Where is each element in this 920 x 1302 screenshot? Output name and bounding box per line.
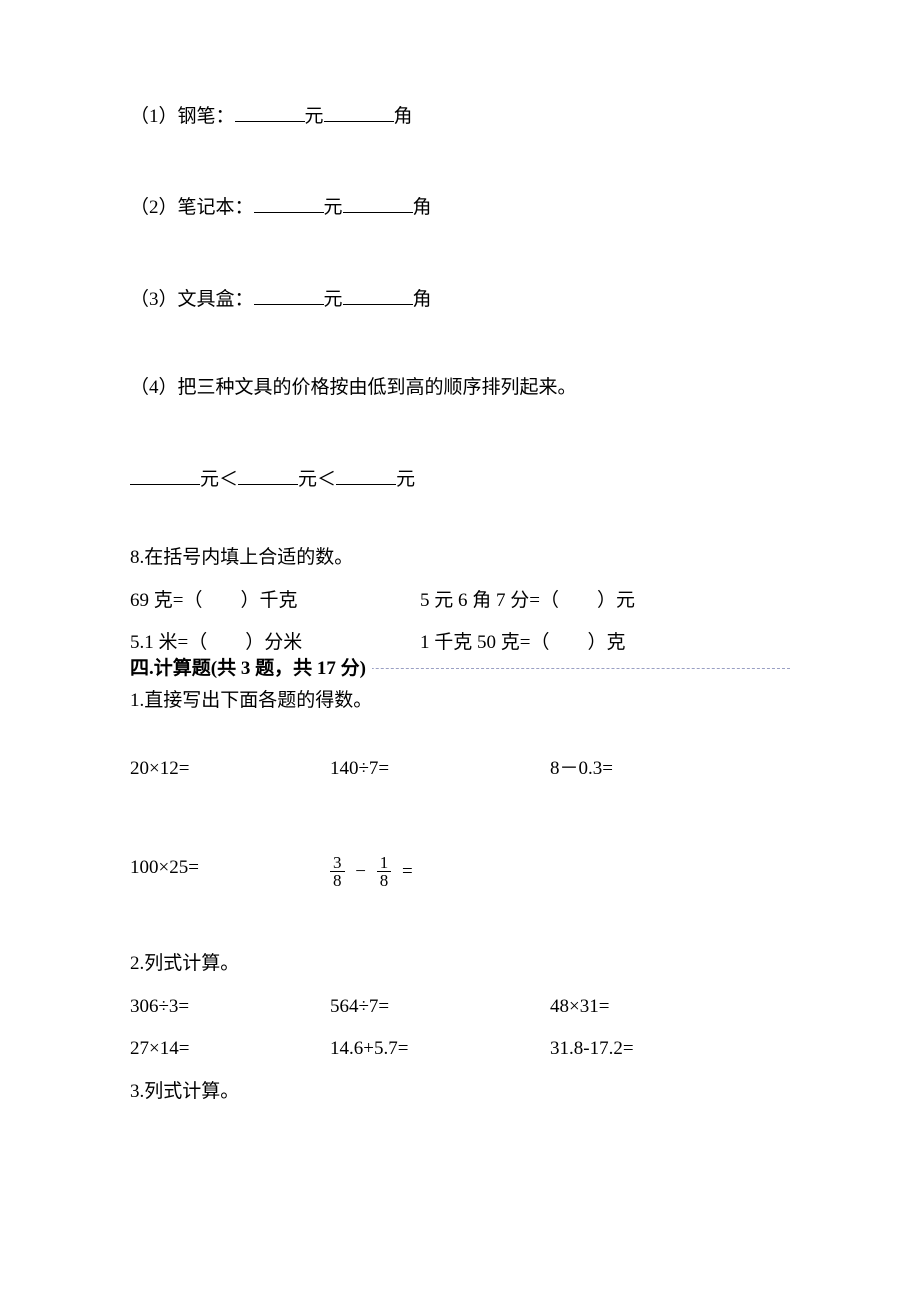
calc2-row1: 306÷3= 564÷7= 48×31= (130, 993, 790, 1022)
unit-yuan: 元 (298, 469, 317, 490)
fraction-2: 1 8 (377, 854, 392, 891)
page: （1）钢笔：元角 （2）笔记本：元角 （3）文具盒：元角 （4）把三种文具的价格… (0, 0, 920, 1220)
calc2-r2c2: 14.6+5.7= (330, 1035, 550, 1064)
eq-op: = (396, 858, 419, 887)
blank[interactable] (343, 283, 413, 305)
section-divider: 四.计算题(共 3 题，共 17 分) (130, 668, 790, 669)
calc2-row2: 27×14= 14.6+5.7= 31.8-17.2= (130, 1035, 790, 1064)
calc2-r1c1: 306÷3= (130, 993, 330, 1022)
unit-yuan: 元 (324, 289, 343, 310)
q8-a1: 69 克=（ ）千克 (130, 587, 420, 616)
blank[interactable] (343, 191, 413, 213)
q7-item3-label: （3）文具盒： (130, 289, 254, 310)
frac2-den: 8 (377, 872, 392, 890)
calc2-r1c3: 48×31= (550, 993, 750, 1022)
calc1-r1c3: 8－0.3= (550, 755, 750, 784)
q8-b2: 1 千克 50 克=（ ）克 (420, 629, 720, 658)
q7-item1-label: （1）钢笔： (130, 106, 235, 127)
calc2-r2c1: 27×14= (130, 1035, 330, 1064)
blank[interactable] (254, 191, 324, 213)
lt: ＜ (219, 469, 238, 490)
unit-yuan: 元 (305, 106, 324, 127)
frac1-den: 8 (330, 872, 345, 890)
unit-yuan: 元 (324, 197, 343, 218)
q8-title: 8.在括号内填上合适的数。 (130, 544, 790, 573)
unit-jiao: 角 (394, 106, 413, 127)
lt: ＜ (317, 469, 336, 490)
unit-yuan: 元 (396, 469, 415, 490)
frac1-num: 3 (330, 854, 345, 873)
section4-title: 四.计算题(共 3 题，共 17 分) (130, 655, 372, 684)
frac2-num: 1 (377, 854, 392, 873)
blank[interactable] (324, 100, 394, 122)
calc1-row1: 20×12= 140÷7= 8－0.3= (130, 755, 790, 784)
q8-row2: 5.1 米=（ ）分米 1 千克 50 克=（ ）克 (130, 629, 790, 658)
calc2-r2c3: 31.8-17.2= (550, 1035, 750, 1064)
q8-b1: 5.1 米=（ ）分米 (130, 629, 420, 658)
q7-item3: （3）文具盒： 元 角 (130, 283, 790, 314)
blank[interactable] (254, 283, 324, 305)
minus-op: − (349, 858, 372, 887)
unit-yuan: 元 (200, 469, 219, 490)
calc2-title: 2.列式计算。 (130, 950, 790, 979)
calc1-r1c1: 20×12= (130, 755, 330, 784)
q7-item4-order: 元＜元＜元 (130, 463, 790, 494)
blank[interactable] (336, 463, 396, 485)
calc3-title: 3.列式计算。 (130, 1078, 790, 1107)
q8-row1: 69 克=（ ）千克 5 元 6 角 7 分=（ ）元 (130, 587, 790, 616)
calc2-r1c2: 564÷7= (330, 993, 550, 1022)
q8-a2: 5 元 6 角 7 分=（ ）元 (420, 587, 720, 616)
calc1-title: 1.直接写出下面各题的得数。 (130, 687, 790, 716)
calc1-row2: 100×25= 3 8 − 1 8 = (130, 854, 790, 891)
blank[interactable] (130, 463, 200, 485)
calc1-r2c1: 100×25= (130, 854, 330, 891)
unit-jiao: 角 (413, 289, 432, 310)
q7-item2-label: （2）笔记本： (130, 197, 254, 218)
unit-jiao: 角 (413, 197, 432, 218)
blank[interactable] (238, 463, 298, 485)
q7-item4: （4）把三种文具的价格按由低到高的顺序排列起来。 (130, 374, 790, 403)
q7-item4-label: （4）把三种文具的价格按由低到高的顺序排列起来。 (130, 377, 577, 398)
calc1-r2c2: 3 8 − 1 8 = (330, 854, 550, 891)
fraction-1: 3 8 (330, 854, 345, 891)
blank[interactable] (235, 100, 305, 122)
calc1-r1c2: 140÷7= (330, 755, 550, 784)
q7-item1: （1）钢笔： 元 角 (130, 100, 790, 131)
q7-item2: （2）笔记本： 元 角 (130, 191, 790, 222)
